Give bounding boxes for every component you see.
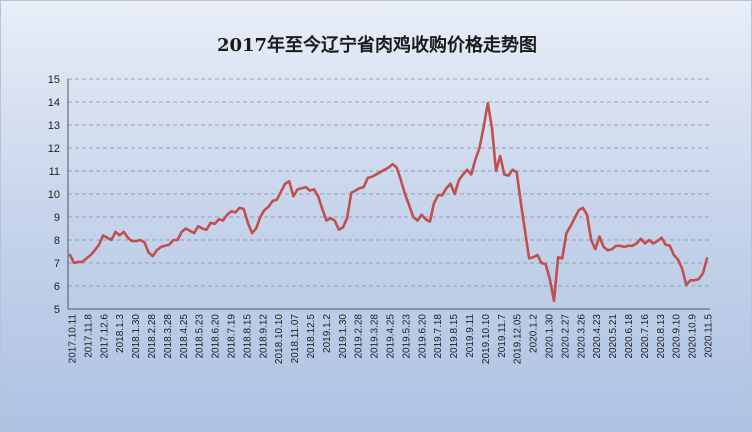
chart-title: 2017年至今辽宁省肉鸡收购价格走势图 bbox=[216, 35, 538, 56]
x-tick-label: 2018.12.5 bbox=[306, 314, 317, 359]
x-tick-label: 2018.5.23 bbox=[195, 314, 206, 359]
x-tick-label: 2019.10.10 bbox=[481, 314, 492, 364]
x-tick-label: 2019.2.28 bbox=[354, 314, 365, 359]
x-tick-label: 2019.9.11 bbox=[465, 314, 476, 358]
x-tick-label: 2017.11.8 bbox=[83, 314, 94, 358]
y-tick-labels: 5 6 7 8 9 10 11 12 13 14 15 bbox=[48, 74, 60, 316]
x-tick-label: 2019.6.20 bbox=[417, 314, 428, 359]
x-tick-label: 2020.2.27 bbox=[560, 314, 571, 359]
x-tick-label: 2019.8.15 bbox=[449, 314, 460, 359]
x-tick-label: 2018.1.3 bbox=[115, 314, 126, 353]
grid-lines bbox=[68, 78, 710, 310]
x-tick-label: 2020.4.23 bbox=[592, 314, 603, 359]
x-tick-label: 2020.8.13 bbox=[656, 314, 667, 359]
x-tick-label: 2018.8.15 bbox=[242, 314, 253, 359]
x-tick-label: 2018.9.12 bbox=[258, 314, 269, 359]
x-tick-label: 2018.3.28 bbox=[163, 314, 174, 359]
x-tick-label: 2019.1.30 bbox=[338, 314, 349, 359]
x-tick-label: 2019.4.25 bbox=[386, 314, 397, 359]
y-tick-label: 14 bbox=[48, 97, 60, 109]
x-tick-label: 2019.7.18 bbox=[433, 314, 444, 359]
x-tick-label: 2020.7.16 bbox=[640, 314, 651, 359]
y-tick-label: 7 bbox=[54, 258, 60, 270]
x-tick-label: 2020.1.2 bbox=[529, 314, 540, 353]
x-tick-label: 2017.12.6 bbox=[99, 314, 110, 359]
y-tick-label: 9 bbox=[54, 212, 60, 224]
x-tick-label: 2017.10.11 bbox=[68, 314, 79, 364]
x-tick-labels: 2017.10.11 2017.11.8 2017.12.6 2018.1.3 2018… bbox=[68, 314, 715, 364]
x-tick-label: 2020.1.30 bbox=[545, 314, 556, 359]
x-tick-label: 2020.11.5 bbox=[704, 314, 715, 358]
x-tick-label: 2020.10.9 bbox=[688, 314, 699, 359]
x-tick-label: 2020.9.10 bbox=[672, 314, 683, 359]
y-tick-label: 12 bbox=[48, 143, 60, 155]
x-tick-label: 2018.1.30 bbox=[131, 314, 142, 359]
x-tick-label: 2019.1.2 bbox=[322, 314, 333, 353]
y-tick-label: 13 bbox=[48, 120, 60, 132]
x-tick-label: 2020.5.21 bbox=[608, 314, 619, 359]
y-tick-label: 10 bbox=[48, 189, 60, 201]
x-tick-label: 2018.4.25 bbox=[179, 314, 190, 359]
x-tick-label: 2020.3.26 bbox=[576, 314, 587, 359]
x-tick-label: 2020.6.18 bbox=[624, 314, 635, 359]
y-tick-label: 6 bbox=[54, 281, 60, 293]
x-tick-label: 2019.5.23 bbox=[401, 314, 412, 359]
x-tick-label: 2018.10.10 bbox=[274, 314, 285, 364]
x-tick-label: 2018.2.28 bbox=[147, 314, 158, 359]
x-tick-label: 2019.12.05 bbox=[513, 314, 524, 364]
x-tick-label: 2018.7.19 bbox=[227, 314, 238, 359]
y-tick-label: 8 bbox=[54, 235, 60, 247]
x-tick-label: 2018.11.07 bbox=[290, 314, 301, 364]
x-tick-label: 2019.3.28 bbox=[370, 314, 381, 359]
series-layer bbox=[68, 101, 709, 303]
x-tick-label: 2019.11.7 bbox=[497, 314, 508, 358]
y-tick-label: 11 bbox=[49, 166, 60, 178]
y-tick-label: 5 bbox=[54, 304, 60, 316]
series-line-price bbox=[68, 101, 709, 303]
axes bbox=[67, 79, 710, 310]
x-tick-label: 2018.6.20 bbox=[211, 314, 222, 359]
y-tick-label: 15 bbox=[48, 74, 60, 86]
